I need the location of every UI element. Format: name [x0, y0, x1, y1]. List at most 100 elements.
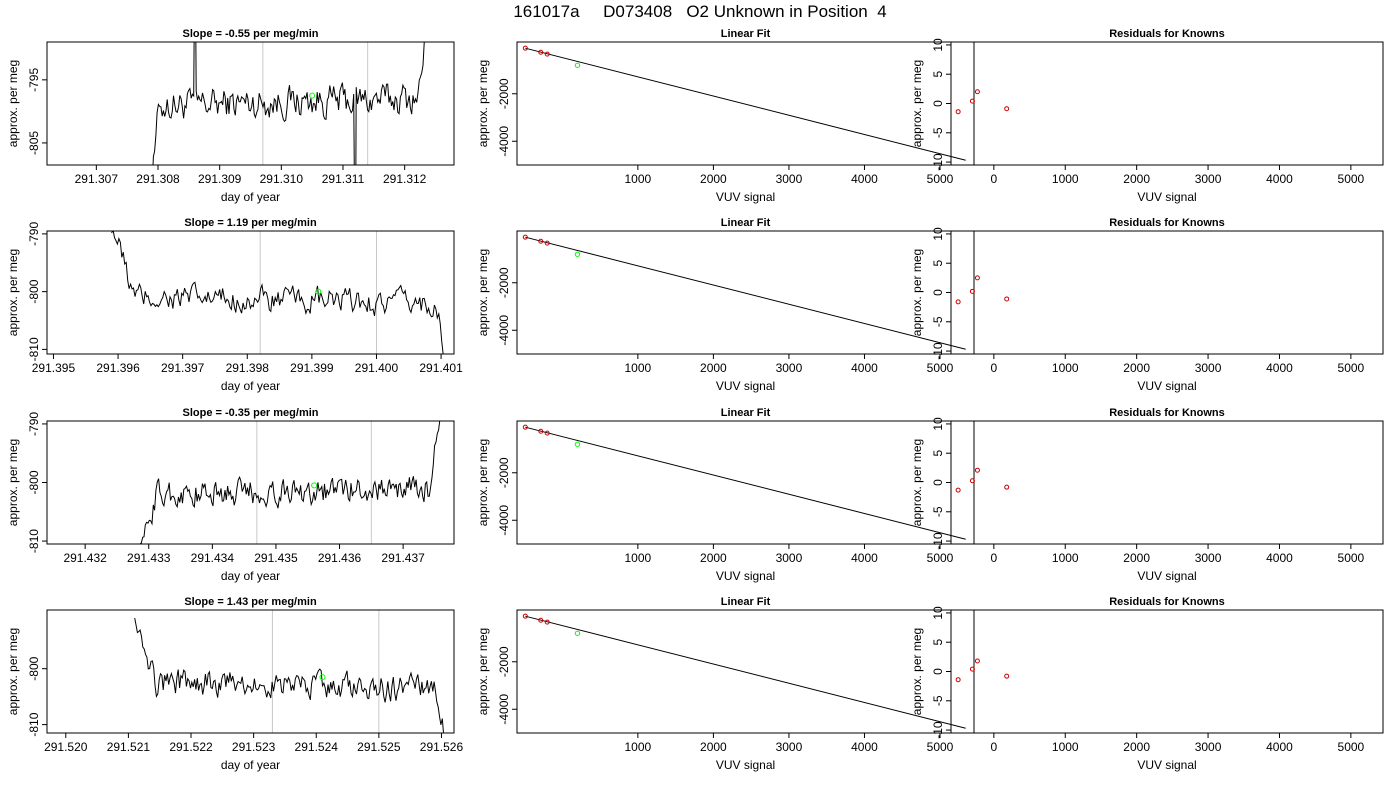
x-tick-label: 3000 [1195, 740, 1222, 754]
x-tick-label: 4000 [1266, 361, 1293, 375]
residual-point [969, 288, 975, 294]
x-tick-label: 291.311 [322, 172, 365, 186]
x-tick-label: 2000 [700, 740, 727, 754]
panel-1-3: Residuals for Knowns 0 1000 2000 3000 4000 500… [910, 28, 1384, 204]
y-axis-label: approx. per meg [910, 628, 924, 715]
y-tick-label: -800 [27, 279, 41, 303]
y-tick-label: 0 [931, 100, 945, 107]
panel-title: Slope = 1.19 per meg/min [184, 217, 317, 229]
panel-4-1: Slope = 1.43 per meg/min 291.520 291.521 29… [6, 596, 463, 772]
y-tick-label: -5 [931, 316, 945, 327]
x-tick-label: 291.520 [44, 740, 88, 754]
x-tick-label: 291.307 [75, 172, 119, 186]
time-trace [134, 617, 444, 733]
x-tick-label: 5000 [1338, 740, 1365, 754]
x-tick-label: 1000 [1052, 172, 1079, 186]
x-tick-label: 291.437 [381, 551, 425, 565]
y-tick-label: -805 [27, 131, 41, 155]
x-tick-label: 3000 [776, 740, 803, 754]
x-tick-label: 3000 [1195, 551, 1222, 565]
x-tick-label: 1000 [625, 740, 652, 754]
x-tick-label: 5000 [1338, 361, 1365, 375]
x-axis-label: day of year [221, 569, 280, 583]
plot-area [134, 610, 444, 733]
time-trace [139, 421, 441, 544]
x-tick-label: 1000 [625, 172, 652, 186]
residual-point [969, 666, 975, 672]
y-tick-label: 5 [931, 260, 945, 267]
fit-line [525, 426, 966, 540]
x-tick-label: 0 [990, 551, 997, 565]
y-axis-label: approx. per meg [910, 439, 924, 526]
time-trace [152, 42, 425, 165]
panel-title: Linear Fit [721, 407, 771, 419]
y-axis-label: approx. per meg [476, 628, 490, 715]
panel-1-2: Linear Fit 1000 2000 3000 4000 5000 -2000 -4000… [476, 28, 975, 204]
plot-area [522, 613, 966, 729]
x-tick-label: 291.526 [420, 740, 464, 754]
panel-title: Residuals for Knowns [1109, 596, 1225, 608]
unknown-point [574, 62, 581, 68]
x-axis-label: VUV signal [716, 379, 775, 393]
plot-frame [46, 609, 455, 734]
x-tick-label: 4000 [1266, 172, 1293, 186]
known-point [538, 617, 544, 623]
x-tick-label: 291.400 [355, 361, 399, 375]
x-tick-label: 1000 [1052, 740, 1079, 754]
x-tick-label: 291.435 [254, 551, 298, 565]
known-point [522, 424, 528, 430]
y-axis-label: approx. per meg [910, 249, 924, 336]
unknown-point [574, 251, 581, 257]
x-tick-label: 291.312 [383, 172, 427, 186]
unknown-point [574, 630, 581, 636]
plot-frame [46, 41, 455, 166]
y-tick-label: -10 [931, 721, 945, 739]
panel-1-1: Slope = -0.55 per meg/min 291.307 291.308 2… [6, 28, 455, 204]
x-tick-label: 291.436 [318, 551, 362, 565]
panel-2-1: Slope = 1.19 per meg/min 291.395 291.396 29… [6, 217, 463, 393]
x-axis-label: VUV signal [1137, 190, 1196, 204]
y-tick-label: -810 [27, 529, 41, 553]
plot-area [139, 421, 441, 544]
residual-point [974, 658, 980, 664]
panel-2-3: Residuals for Knowns 0 1000 2000 3000 4000 500… [910, 217, 1384, 393]
x-tick-label: 0 [990, 740, 997, 754]
time-trace [111, 231, 444, 354]
x-tick-label: 2000 [700, 551, 727, 565]
known-point [522, 613, 528, 619]
y-tick-label: 0 [931, 479, 945, 486]
plot-frame [46, 420, 455, 545]
x-tick-label: 3000 [1195, 172, 1222, 186]
x-tick-label: 0 [990, 172, 997, 186]
x-tick-label: 291.432 [63, 551, 107, 565]
current-point-marker [319, 674, 326, 681]
residual-point [974, 89, 980, 95]
y-tick-label: -790 [27, 412, 41, 436]
y-tick-label: -5 [931, 695, 945, 706]
y-tick-label: 10 [931, 227, 945, 241]
y-tick-label: 5 [931, 71, 945, 78]
x-tick-label: 0 [990, 361, 997, 375]
residual-point [955, 677, 961, 683]
x-tick-label: 3000 [1195, 361, 1222, 375]
x-tick-label: 1000 [625, 361, 652, 375]
residual-point [1004, 673, 1010, 679]
x-tick-label: 2000 [1123, 361, 1150, 375]
y-tick-label: 5 [931, 450, 945, 457]
current-point-marker [309, 92, 316, 99]
y-tick-label: -4000 [497, 505, 511, 536]
plot-area [522, 234, 966, 350]
x-tick-label: 1000 [1052, 361, 1079, 375]
x-tick-label: 3000 [776, 361, 803, 375]
x-tick-label: 4000 [1266, 551, 1293, 565]
y-axis-label: approx. per meg [476, 439, 490, 526]
panel-title: Linear Fit [721, 217, 771, 229]
plot-frame [950, 420, 1384, 545]
y-axis-label: approx. per meg [6, 60, 20, 147]
plot-area [955, 275, 1010, 305]
x-tick-label: 291.397 [161, 361, 205, 375]
panel-3-2: Linear Fit 1000 2000 3000 4000 5000 -2000 -4000… [476, 407, 975, 583]
y-axis-label: approx. per meg [6, 249, 20, 336]
residual-point [969, 98, 975, 104]
x-tick-label: 291.434 [191, 551, 235, 565]
